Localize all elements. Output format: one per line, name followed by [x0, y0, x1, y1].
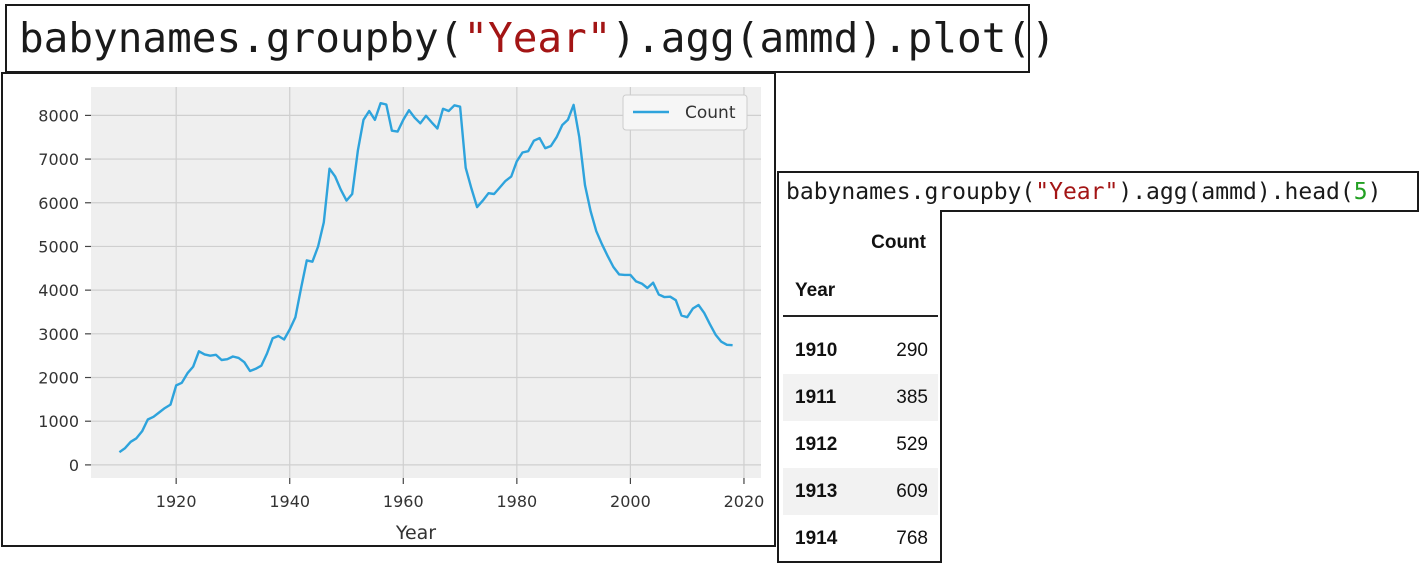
code-string-literal: "Year": [463, 14, 612, 62]
table-row: 1914 768: [783, 515, 938, 562]
y-tick-label: 3000: [38, 325, 79, 344]
legend-box: [622, 94, 748, 131]
row-index: 1911: [795, 387, 837, 408]
code-text: ).agg(ammd).plot(): [611, 14, 1056, 62]
x-tick-label: 2000: [610, 492, 651, 511]
y-tick-label: 7000: [38, 150, 79, 169]
legend-label: Count: [685, 103, 736, 123]
y-tick-label: 0: [69, 456, 79, 475]
y-tick-label: 1000: [38, 412, 79, 431]
table-row: 1912 529: [783, 421, 938, 468]
y-tick-label: 6000: [38, 194, 79, 213]
y-tick-label: 8000: [38, 106, 79, 125]
table-row: 1911 385: [783, 374, 938, 421]
code-text: ).agg(ammd).head(: [1118, 179, 1354, 205]
head-code-cell: babynames.groupby("Year").agg(ammd).head…: [777, 171, 1419, 212]
x-tick-label: 1940: [269, 492, 310, 511]
column-header-count: Count: [871, 232, 926, 253]
row-count: 529: [896, 434, 928, 455]
row-count: 768: [896, 528, 928, 549]
y-tick-label: 5000: [38, 237, 79, 256]
row-index: 1910: [795, 340, 838, 361]
row-count: 290: [896, 340, 928, 361]
table-row: 1913 609: [783, 468, 938, 515]
code-text: babynames.groupby(: [786, 179, 1036, 205]
x-tick-label: 1920: [156, 492, 197, 511]
line-chart: 1920 1940 1960 1980 2000 2020 0 1000 2000 3000 400…: [1, 72, 776, 547]
code-number-literal: 5: [1353, 179, 1368, 205]
code-text: babynames.groupby(: [19, 14, 464, 62]
row-index: 1912: [795, 434, 838, 455]
index-header-year: Year: [795, 280, 836, 301]
x-tick-label: 1980: [496, 492, 537, 511]
code-string-literal: "Year": [1035, 179, 1119, 205]
chart-svg: 1920 1940 1960 1980 2000 2020 0 1000 2000 3000 400…: [38, 87, 765, 544]
row-index: 1914: [795, 528, 838, 549]
header-rule: [783, 315, 938, 317]
dataframe-output: Count Year 1910 290 1911 385 1912 529 19…: [777, 210, 942, 563]
plot-area: [91, 87, 761, 478]
series-line-count: [118, 102, 733, 454]
y-tick-label: 4000: [38, 281, 79, 300]
x-axis-label: Year: [395, 522, 436, 544]
table-row: 1910 290: [783, 327, 938, 374]
row-count: 385: [896, 387, 928, 408]
y-tick-label: 2000: [38, 369, 79, 388]
row-count: 609: [896, 481, 928, 502]
x-tick-label: 1960: [383, 492, 424, 511]
code-text: ): [1367, 179, 1382, 205]
x-tick-label: 2020: [724, 492, 765, 511]
row-index: 1913: [795, 481, 838, 502]
plot-code-cell: babynames.groupby("Year").agg(ammd).plot…: [5, 4, 1056, 73]
